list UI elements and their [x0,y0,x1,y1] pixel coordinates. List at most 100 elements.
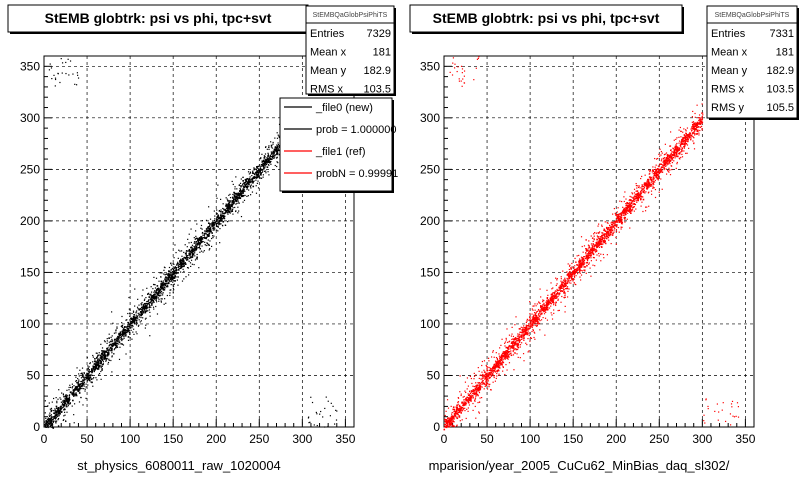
data-point [136,333,138,335]
data-point [66,399,68,401]
data-point [520,331,522,333]
data-point [103,340,106,342]
data-point [626,207,628,209]
data-point [693,148,696,150]
data-point [514,324,516,326]
data-point [625,214,627,216]
data-point [210,230,212,233]
data-point [44,425,46,427]
data-point [465,417,467,420]
data-point [449,417,451,419]
data-point [461,410,463,412]
data-point [210,245,213,248]
data-point [84,390,86,392]
data-point [150,302,153,304]
data-point [145,302,147,305]
data-point [170,271,172,274]
data-point [162,292,164,294]
data-point [55,414,57,416]
data-point [460,405,462,408]
data-point [52,418,54,421]
data-point [187,274,190,276]
data-point [49,412,51,414]
data-point [235,200,238,202]
data-point [209,224,211,227]
data-point [156,293,158,295]
data-point [115,332,117,334]
data-point [140,307,143,309]
data-point [105,350,107,352]
data-point [204,233,206,235]
data-point [262,174,265,176]
data-point [272,154,274,156]
data-point [211,222,213,224]
data-point [564,293,566,295]
data-point [159,292,161,294]
data-point [151,296,154,298]
data-point [246,181,249,183]
data-point [690,138,692,141]
data-point [184,244,186,246]
data-point [650,190,653,192]
data-point [247,178,249,180]
data-point [105,359,107,361]
data-point [138,313,140,315]
data-point [230,205,232,208]
data-point [464,409,466,412]
data-point [93,368,95,370]
data-point [68,394,71,396]
data-point [544,317,547,319]
data-point [47,424,49,426]
data-point [152,300,155,303]
data-point [65,400,67,402]
data-point [53,74,55,76]
data-point [508,346,510,348]
data-point [538,318,540,320]
data-point [137,316,139,318]
data-point [270,144,273,147]
data-point [188,250,191,252]
data-point [153,301,155,304]
data-point [48,419,50,422]
data-point [268,145,270,147]
data-point [508,344,510,347]
data-point [68,402,70,405]
data-point [645,187,648,189]
data-point [134,318,136,321]
data-point [504,351,507,353]
data-point [175,269,177,272]
data-point [179,250,181,252]
data-point [519,357,521,359]
data-point [174,280,176,282]
data-point [494,360,497,362]
data-point [98,361,100,363]
data-point [496,375,498,377]
data-point [101,369,103,371]
data-point [227,212,229,214]
data-point [80,380,82,383]
data-point [51,78,53,80]
data-point [233,203,235,205]
data-point [466,408,468,410]
data-point [157,291,160,294]
data-point [63,404,65,406]
data-point [539,313,541,315]
data-point [126,325,129,328]
data-point [103,350,105,352]
data-point [188,260,190,262]
data-point [542,304,544,306]
data-point [127,331,129,333]
data-point [479,374,481,377]
data-point [242,201,244,203]
data-point [216,197,218,199]
data-point [68,403,70,405]
data-point [654,196,657,199]
data-point [71,394,74,396]
data-point [76,367,78,369]
x-tick-label: 0 [41,432,48,446]
data-point [151,298,153,301]
data-point [127,328,129,330]
data-point [239,197,242,200]
x-tick-label: 100 [520,432,540,446]
data-point [157,287,160,289]
